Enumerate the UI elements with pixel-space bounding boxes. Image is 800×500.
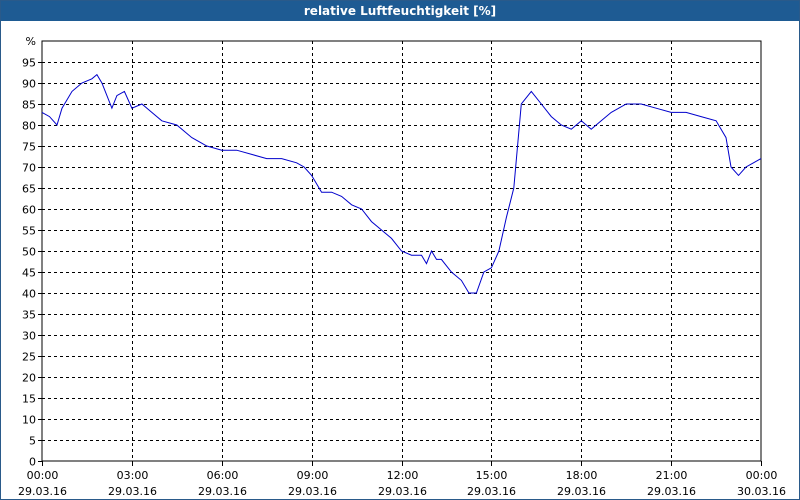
y-tick-label: 90	[22, 78, 36, 91]
y-tick-label: 70	[22, 162, 36, 175]
y-tick-label: 60	[22, 204, 36, 217]
x-tick-label-date: 29.03.16	[647, 485, 696, 498]
x-tick-label-time: 12:00	[387, 469, 419, 482]
y-tick-label: 40	[22, 288, 36, 301]
y-tick-label: 25	[22, 351, 36, 364]
y-tick-label: 0	[29, 456, 36, 469]
x-tick-label-time: 09:00	[297, 469, 329, 482]
y-tick-label: 80	[22, 120, 36, 133]
x-tick-label-time: 03:00	[117, 469, 149, 482]
x-tick-label-time: 15:00	[476, 469, 508, 482]
chart-title: relative Luftfeuchtigkeit [%]	[1, 1, 799, 21]
y-tick-label: 95	[22, 57, 36, 70]
x-tick-label-date: 29.03.16	[288, 485, 337, 498]
x-tick-label-date: 29.03.16	[18, 485, 67, 498]
y-tick-label: 30	[22, 330, 36, 343]
x-tick-label-date: 30.03.16	[737, 485, 786, 498]
y-tick-label: 15	[22, 393, 36, 406]
x-tick-label-time: 00:00	[27, 469, 59, 482]
y-tick-label: 75	[22, 141, 36, 154]
x-tick-label-date: 29.03.16	[467, 485, 516, 498]
series-line	[41, 73, 762, 294]
y-tick-label: 35	[22, 309, 36, 322]
y-tick-label: 50	[22, 246, 36, 259]
x-tick-label-date: 29.03.16	[378, 485, 427, 498]
y-tick-label: 55	[22, 225, 36, 238]
y-axis-label: %	[26, 35, 36, 48]
x-tick-label-time: 21:00	[656, 469, 688, 482]
y-tick-label: 45	[22, 267, 36, 280]
y-tick-label: 10	[22, 414, 36, 427]
x-tick-label-time: 18:00	[566, 469, 598, 482]
x-tick-label-time: 06:00	[207, 469, 239, 482]
x-tick-label-time: 00:00	[746, 469, 778, 482]
y-tick-label: 20	[22, 372, 36, 385]
y-tick-label: 85	[22, 99, 36, 112]
x-tick-label-date: 29.03.16	[108, 485, 157, 498]
y-tick-label: 65	[22, 183, 36, 196]
y-tick-label: 5	[29, 435, 36, 448]
x-tick-label-date: 29.03.16	[198, 485, 247, 498]
x-tick-label-date: 29.03.16	[557, 485, 606, 498]
